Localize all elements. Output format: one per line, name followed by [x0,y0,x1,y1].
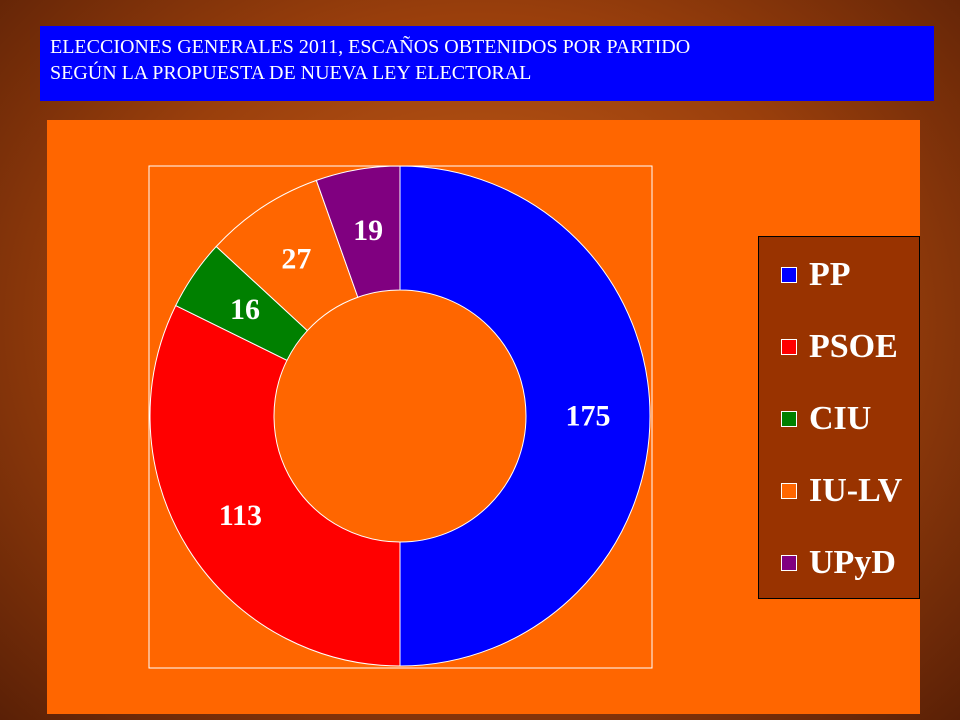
data-label-psoe: 113 [219,499,262,532]
legend-label: UPyD [809,544,896,581]
legend-label: PP [809,256,851,293]
legend-swatch [781,555,797,571]
legend-label: IU-LV [809,472,903,509]
legend-item-ciu: CIU [781,399,871,439]
slice-psoe [149,304,401,667]
legend-label: CIU [809,400,872,437]
data-label-pp: 175 [566,400,611,433]
legend-item-psoe: PSOE [781,327,898,367]
title-line-2: SEGÚN LA PROPUESTA DE NUEVA LEY ELECTORA… [50,62,532,84]
data-label-iu-lv: 27 [281,243,311,276]
slice-pp [399,165,651,667]
chart-title: ELECCIONES GENERALES 2011, ESCAÑOS OBTEN… [40,26,934,101]
legend-label: PSOE [809,328,898,365]
legend-swatch [781,411,797,427]
legend-item-iu-lv: IU-LV [781,471,902,511]
title-line-1: ELECCIONES GENERALES 2011, ESCAÑOS OBTEN… [50,36,691,58]
legend-swatch [781,267,797,283]
slice-upyd [315,165,401,298]
data-label-ciu: 16 [230,293,260,326]
legend-swatch [781,483,797,499]
legend-item-pp: PP [781,255,851,295]
data-label-upyd: 19 [353,214,383,247]
legend-swatch [781,339,797,355]
legend-item-upyd: UPyD [781,543,896,583]
legend: PP PSOE CIU IU-LV UPyD [758,236,920,599]
